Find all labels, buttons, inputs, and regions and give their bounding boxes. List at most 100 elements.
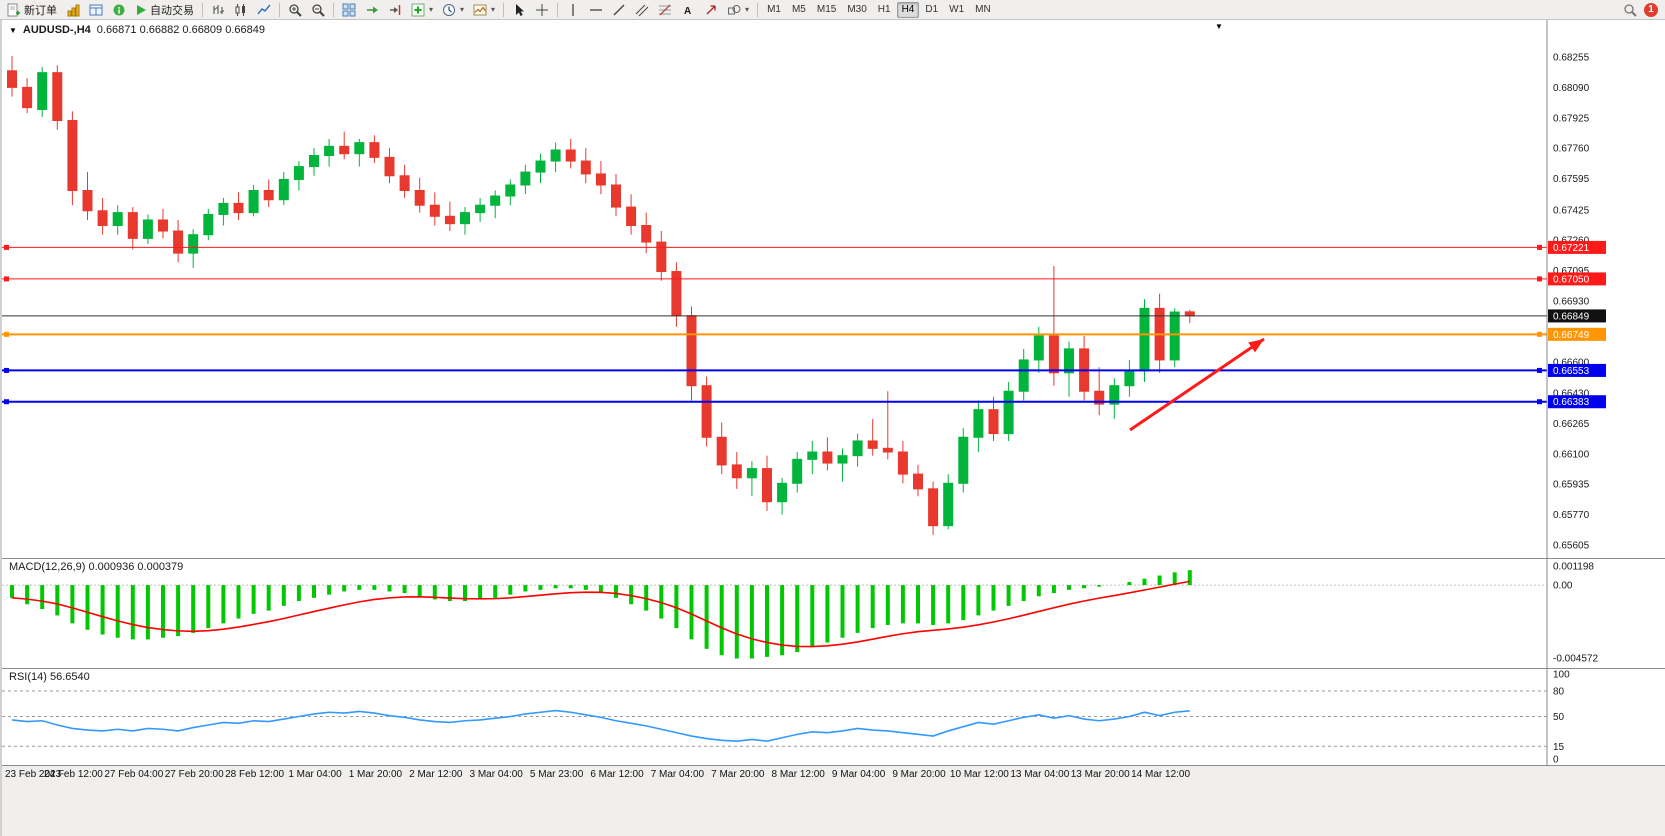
zoom-out-button[interactable]: [307, 1, 329, 19]
fibonacci-button[interactable]: [654, 1, 676, 19]
candle-body: [595, 173, 606, 186]
candle-body: [1124, 370, 1135, 387]
hline-handle-right[interactable]: [1537, 276, 1542, 282]
market-watch-icon: [66, 3, 80, 17]
channel-button[interactable]: [631, 1, 653, 19]
shapes-button[interactable]: ▾: [723, 1, 753, 19]
candle-body: [746, 468, 757, 479]
market-watch-button[interactable]: [62, 1, 84, 19]
candle-body: [490, 195, 501, 206]
time-axis-label: 23 Feb 2023: [5, 769, 62, 780]
timeframe-h1-button[interactable]: H1: [877, 4, 891, 15]
zoom-in-icon: [288, 3, 302, 17]
hline-handle-right[interactable]: [1537, 367, 1542, 373]
tile-windows-button[interactable]: [338, 1, 360, 19]
annotation-arrow[interactable]: [1129, 337, 1265, 432]
auto-scroll-icon: [365, 3, 379, 17]
timeframe-w1-button[interactable]: W1: [949, 4, 965, 15]
line-chart-icon: [257, 3, 271, 17]
hline-handle-left[interactable]: [4, 367, 9, 373]
timeframe-m15-button[interactable]: M15: [816, 4, 837, 15]
chart-collapse-icon[interactable]: ▼: [1215, 22, 1223, 31]
hline-price-box: [1548, 240, 1606, 254]
candle-body: [444, 215, 455, 225]
hline-handle-right[interactable]: [1537, 399, 1542, 405]
toolbar-separator: [557, 2, 559, 17]
candle-body: [339, 145, 350, 155]
candle-body: [807, 451, 818, 460]
candle-body: [7, 70, 17, 88]
cursor-button[interactable]: [508, 1, 530, 19]
hline-handle-right[interactable]: [1537, 331, 1542, 337]
data-window-button[interactable]: [85, 1, 107, 19]
candle-body: [762, 468, 772, 503]
templates-button[interactable]: ▾: [469, 1, 499, 19]
hline-handle-left[interactable]: [4, 399, 9, 405]
crosshair-icon: [535, 3, 549, 17]
chart-shift-button[interactable]: [384, 1, 406, 19]
timeframe-m5-button[interactable]: M5: [791, 4, 806, 15]
timeframe-m1-button[interactable]: M1: [767, 4, 781, 15]
bid-price-label: 0.66849: [1553, 311, 1590, 322]
arrows-tool-button[interactable]: [700, 1, 722, 19]
autotrading-label: 自动交易: [150, 4, 194, 17]
vertical-line-button[interactable]: [562, 1, 584, 19]
zoom-in-button[interactable]: [284, 1, 306, 19]
trendline-button[interactable]: [608, 1, 630, 19]
hline-handle-left[interactable]: [4, 331, 9, 337]
candle-body: [520, 171, 531, 186]
bar-chart-button[interactable]: [207, 1, 229, 19]
hline-price-box: [1548, 395, 1606, 409]
candle-body: [656, 241, 667, 273]
line-chart-button[interactable]: [253, 1, 275, 19]
candlestick-chart-button[interactable]: [230, 1, 252, 19]
time-axis-label: 13 Mar 04:00: [1010, 769, 1070, 780]
rsi-scale-label: 50: [1553, 712, 1565, 723]
time-axis-label: 6 Mar 12:00: [590, 769, 644, 780]
notification-badge[interactable]: 1: [1644, 2, 1658, 17]
hline-price-label: 0.67050: [1553, 274, 1590, 285]
template-icon: [473, 3, 487, 17]
hline-handle-left[interactable]: [4, 244, 9, 250]
autotrading-button[interactable]: 自动交易: [131, 1, 198, 19]
strategy-tester-button[interactable]: [108, 1, 130, 19]
timeframe-m30-button[interactable]: M30: [847, 4, 867, 15]
bid-price-box: [1548, 309, 1606, 323]
rsi-panel-canvas[interactable]: 100 80 50 15 0: [2, 668, 1665, 765]
candle-body: [852, 440, 863, 457]
symbol-dropdown-icon[interactable]: ▼: [9, 25, 17, 35]
horizontal-line-button[interactable]: [585, 1, 607, 19]
search-button[interactable]: [1619, 1, 1641, 19]
hline-handle-right[interactable]: [1537, 244, 1542, 250]
hline-handle-left[interactable]: [4, 276, 9, 282]
time-axis-label: 1 Mar 04:00: [288, 769, 342, 780]
time-axis[interactable]: 23 Feb 2023 24 Feb 12:00 27 Feb 04:00 27 Fe…: [2, 765, 1665, 836]
periods-button[interactable]: ▾: [438, 1, 468, 19]
auto-scroll-button[interactable]: [361, 1, 383, 19]
chart-header: ▼ AUDUSD-,H4 0.66871 0.66882 0.66809 0.6…: [9, 24, 265, 36]
main-chart-canvas[interactable]: 0.68255 0.68090 0.67925 0.67760 0.67595 0.674…: [2, 20, 1665, 558]
candle-body: [1139, 307, 1150, 372]
toolbar-separator: [279, 2, 280, 17]
new-order-button[interactable]: 新订单: [3, 1, 61, 19]
candle-body: [1048, 335, 1059, 374]
timeframe-h4-button[interactable]: H4: [896, 1, 920, 18]
time-axis-label: 27 Feb 20:00: [164, 769, 224, 780]
indicators-button[interactable]: ▾: [407, 1, 437, 19]
timeframe-d1-button[interactable]: D1: [925, 4, 939, 15]
candle-body: [731, 464, 742, 479]
text-button[interactable]: A: [677, 1, 699, 19]
symbol-label: AUDUSD-,H4: [22, 24, 91, 36]
time-axis-label: 1 Mar 20:00: [348, 769, 403, 780]
crosshair-button[interactable]: [531, 1, 553, 19]
candle-body: [37, 72, 48, 110]
horizontal-line-icon: [589, 3, 603, 17]
candle-body: [973, 409, 984, 438]
ohlc-values: 0.66871 0.66882 0.66809 0.66849: [96, 24, 265, 36]
macd-panel-canvas[interactable]: 0.001198 0.00 -0.004572: [2, 558, 1665, 668]
candle-body: [565, 149, 576, 162]
timeframe-mn-button[interactable]: MN: [975, 4, 991, 15]
candle-body: [22, 86, 33, 109]
new-order-label: 新订单: [24, 4, 57, 17]
svg-text:A: A: [684, 6, 691, 17]
